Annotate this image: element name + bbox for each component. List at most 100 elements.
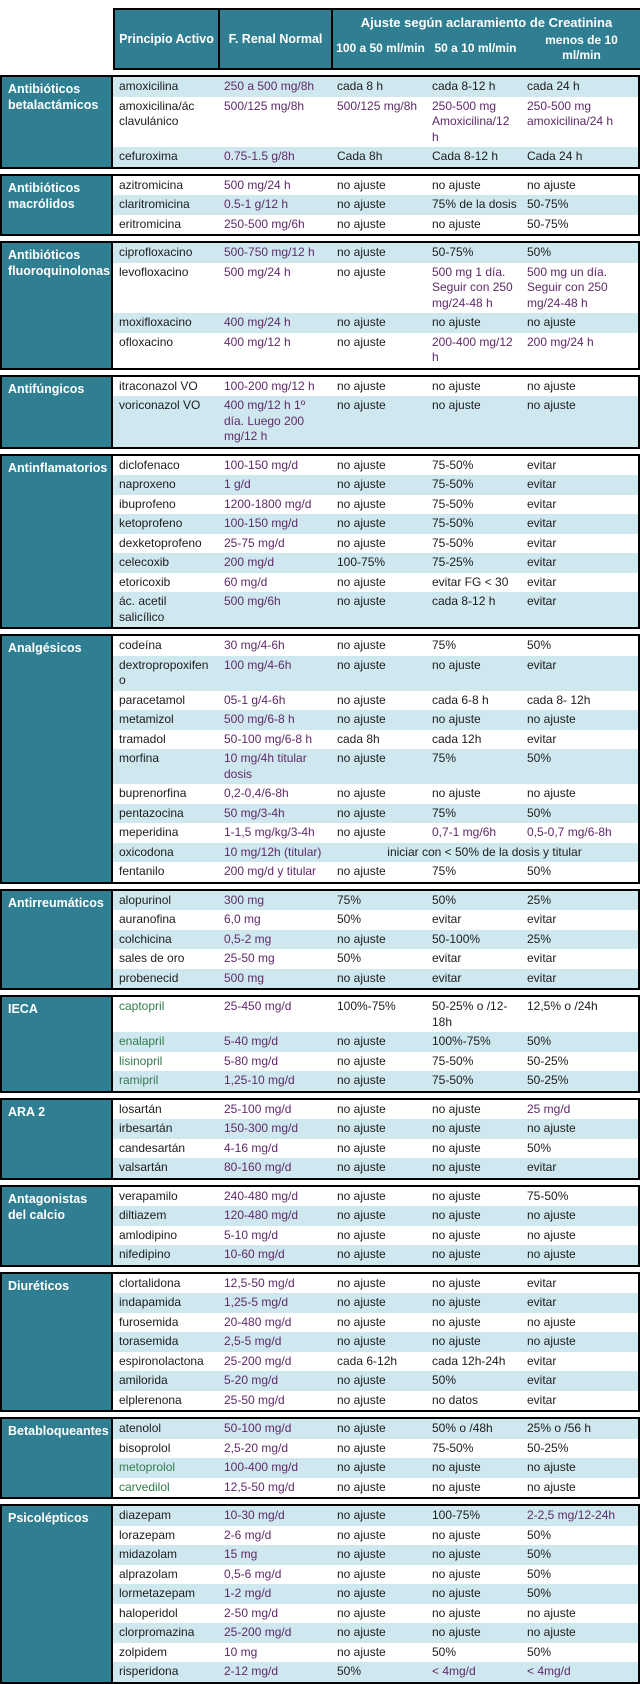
table-row: clortalidona 12,5-50 mg/d no ajuste no ajus… <box>113 1274 638 1294</box>
drug-name-cell: azitromicina <box>119 177 184 192</box>
adjust-lt10-cell: evitar <box>527 731 557 746</box>
adjust-lt10-cell: 50% <box>527 638 552 652</box>
table-row: diltiazem 120-480 mg/d no ajuste no ajuste n… <box>113 1206 638 1226</box>
adjust-100-50-cell: no ajuste <box>337 1247 386 1261</box>
adjust-100-50-cell: no ajuste <box>337 594 386 608</box>
adjust-100-50-cell: no ajuste <box>337 1625 386 1639</box>
drug-name-cell: ciprofloxacino <box>119 245 193 259</box>
adjust-100-50-cell: no ajuste <box>337 1440 386 1455</box>
group-block: Antibióticos macrólidos azitromicina 500 m… <box>0 173 640 236</box>
adjust-100-50-cell: 50% <box>337 912 362 926</box>
table-row: verapamilo 240-480 mg/d no ajuste no ajuste… <box>113 1187 638 1207</box>
renal-dose-cell: 2-12 mg/d <box>224 1664 279 1678</box>
renal-dose-cell: 1-1,5 mg/kg/3-4h <box>224 825 315 839</box>
adjust-lt10-cell: cada 8- 12h <box>527 692 591 707</box>
adjust-100-50-cell: 75% <box>337 892 362 907</box>
table-row: diclofenaco 100-150 mg/d no ajuste 75-50% ev… <box>113 456 638 476</box>
table-row: lormetazepam 1-2 mg/d no ajuste no ajuste 50… <box>113 1584 638 1604</box>
adjust-lt10-cell: 50% <box>527 1644 552 1659</box>
group-rows: ciprofloxacino 500-750 mg/12 h no ajuste 50… <box>113 243 638 368</box>
drug-name-cell: probenecid <box>119 970 179 985</box>
renal-dose-cell: 10 mg/12h (titular) <box>224 844 322 859</box>
adjust-100-50-cell: no ajuste <box>337 1421 386 1435</box>
adjust-50-10-cell: 75% <box>432 864 457 878</box>
renal-dose-cell: 5-10 mg/d <box>224 1227 279 1242</box>
adjust-50-10-cell: 75-50% <box>432 1073 474 1087</box>
renal-dose-cell: 100-400 mg/d <box>224 1460 299 1474</box>
table-row: amoxicilina/ác clavulánico 500/125 mg/8h 5… <box>113 97 638 148</box>
drug-name-cell: carvedilol <box>119 1479 170 1494</box>
drug-name-cell: amlodipino <box>119 1227 178 1242</box>
adjust-100-50-cell: no ajuste <box>337 1314 386 1329</box>
renal-dose-cell: 2-50 mg/d <box>224 1605 279 1620</box>
adjust-50-10-cell: no ajuste <box>432 315 481 329</box>
drug-name-cell: espironolactona <box>119 1353 204 1368</box>
renal-dose-cell: 5-40 mg/d <box>224 1034 279 1048</box>
adjust-lt10-cell: 50% <box>527 864 552 878</box>
renal-dose-cell: 500 mg/24 h <box>224 264 291 279</box>
adjust-lt10-cell: 50-25% <box>527 1053 569 1068</box>
group-block: Antibióticos betalactámicos amoxicilina 25… <box>0 75 640 169</box>
table-row: colchicina 0,5-2 mg no ajuste 50-100% 25% <box>113 929 638 949</box>
group-rows: azitromicina 500 mg/24 h no ajuste no ajust… <box>113 175 638 234</box>
adjust-lt10-cell: 25% <box>527 892 552 907</box>
table-row: metoprolol 100-400 mg/d no ajuste no ajuste… <box>113 1458 638 1478</box>
adjust-100-50-cell: no ajuste <box>337 378 386 393</box>
adjust-100-50-cell: no ajuste <box>337 496 386 511</box>
adjust-50-10-cell: no ajuste <box>432 1586 481 1600</box>
group-label: ARA 2 <box>2 1099 113 1178</box>
renal-dose-cell: 300 mg <box>224 892 265 907</box>
adjust-100-50-cell: no ajuste <box>337 398 386 412</box>
adjust-span-cell: iniciar con < 50% de la dosis y titular <box>387 844 582 859</box>
renal-dose-cell: 120-480 mg/d <box>224 1208 299 1222</box>
renal-dose-cell: 200 mg/d <box>224 555 275 569</box>
adjust-50-10-cell: no ajuste <box>432 712 481 726</box>
adjust-lt10-cell: evitar <box>527 1392 557 1407</box>
adjust-lt10-cell: 50% <box>527 1527 552 1542</box>
adjust-100-50-cell: no ajuste <box>337 245 386 259</box>
adjust-100-50-cell: no ajuste <box>337 1373 386 1387</box>
drug-name-cell: naproxeno <box>119 477 176 491</box>
renal-dose-cell: 25-450 mg/d <box>224 999 292 1013</box>
adjust-100-50-cell: no ajuste <box>337 315 386 329</box>
drug-name-cell: celecoxib <box>119 555 170 569</box>
renal-dose-cell: 10-60 mg/d <box>224 1247 285 1261</box>
table-row: enalapril 5-40 mg/d no ajuste 100%-75% 50% <box>113 1032 638 1052</box>
renal-dose-cell: 12,5-50 mg/d <box>224 1275 295 1290</box>
table-row: naproxeno 1 g/d no ajuste 75-50% evitar <box>113 475 638 495</box>
drug-name-cell: dextropropoxifeno <box>119 657 209 688</box>
renal-dose-cell: 1-2 mg/d <box>224 1586 272 1600</box>
renal-dose-cell: 100-150 mg/d <box>224 516 299 530</box>
adjust-100-50-cell: no ajuste <box>337 1586 386 1600</box>
adjust-lt10-cell: evitar <box>527 1373 557 1387</box>
drug-name-cell: amoxicilina <box>119 79 179 93</box>
adjust-50-10-cell: no ajuste <box>432 1460 481 1474</box>
renal-dose-cell: 500 mg/6h <box>224 594 281 608</box>
adjust-50-10-cell: no ajuste <box>432 1334 481 1348</box>
group-label: Antirreumáticos <box>2 890 113 988</box>
table-row: torasemida 2,5-5 mg/d no ajuste no ajuste no… <box>113 1332 638 1352</box>
adjust-lt10-cell: no ajuste <box>527 315 576 329</box>
table-row: pentazocina 50 mg/3-4h no ajuste 75% 50% <box>113 803 638 823</box>
drug-name-cell: claritromicina <box>119 197 190 211</box>
renal-dose-cell: 1200-1800 mg/d <box>224 496 312 511</box>
adjust-50-10-cell: evitar <box>432 912 462 926</box>
adjust-50-10-cell: Cada 8-12 h <box>432 149 499 163</box>
renal-dose-cell: 25-200 mg/d <box>224 1353 292 1368</box>
renal-dose-cell: 25-50 mg <box>224 951 275 965</box>
drug-name-cell: captopril <box>119 999 165 1013</box>
adjust-100-50-cell: 500/125 mg/8h <box>337 98 418 113</box>
adjust-lt10-cell: 50% <box>527 1547 552 1561</box>
drug-name-cell: diazepam <box>119 1508 172 1522</box>
adjust-100-50-cell: no ajuste <box>337 535 386 550</box>
adjust-lt10-cell: no ajuste <box>527 1314 576 1329</box>
drug-name-cell: oxicodona <box>119 844 174 859</box>
drug-name-cell: alopurinol <box>119 892 172 907</box>
table-row: azitromicina 500 mg/24 h no ajuste no ajust… <box>113 176 638 196</box>
renal-dose-cell: 250 a 500 mg/8h <box>224 79 315 93</box>
adjust-lt10-cell: no ajuste <box>527 1460 576 1474</box>
adjust-100-50-cell: no ajuste <box>337 1566 386 1581</box>
adjust-50-10-cell: no ajuste <box>432 1101 481 1116</box>
adjust-100-50-cell: no ajuste <box>337 1527 386 1542</box>
adjust-100-50-cell: no ajuste <box>337 197 386 211</box>
